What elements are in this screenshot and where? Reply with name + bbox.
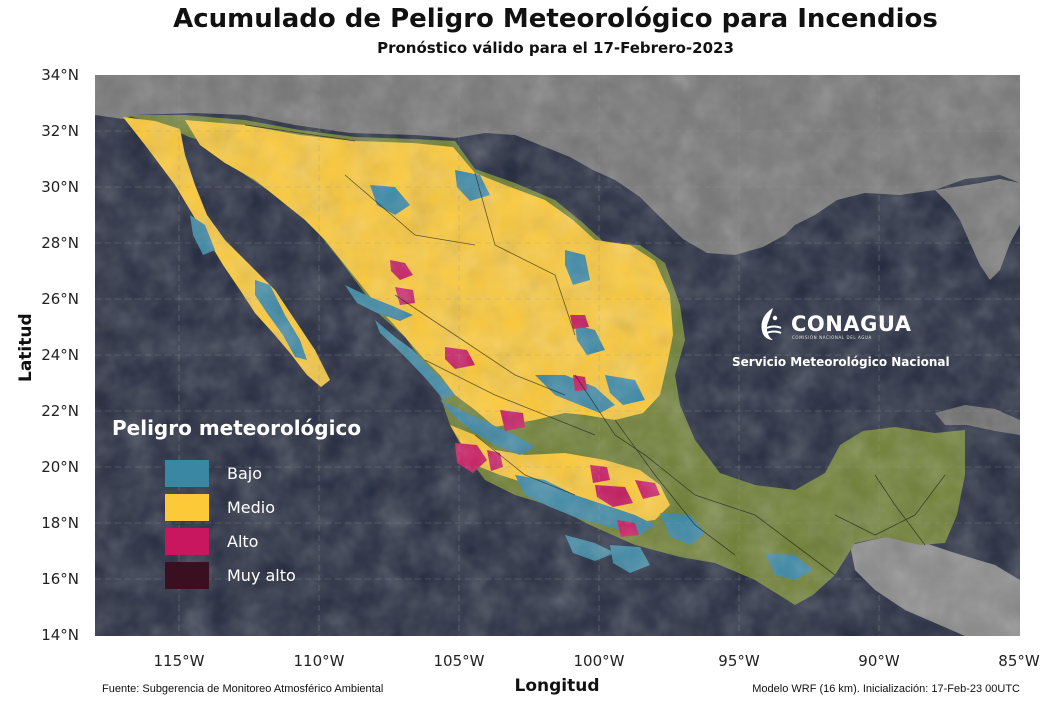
ytick-label: 28°N xyxy=(41,234,79,252)
ytick-label: 30°N xyxy=(41,178,79,196)
terrain-texture xyxy=(95,75,1020,636)
xtick-label: 85°W xyxy=(998,652,1040,670)
ytick-label: 34°N xyxy=(41,66,79,84)
ytick-label: 32°N xyxy=(41,122,79,140)
source-credit: Fuente: Subgerencia de Monitoreo Atmosfé… xyxy=(102,683,384,695)
legend-swatch xyxy=(165,493,209,521)
state-borders xyxy=(244,124,946,576)
legend-label: Alto xyxy=(227,531,259,551)
brand-tagline: COMISIÓN NACIONAL DEL AGUA xyxy=(792,335,872,340)
xtick-label: 115°W xyxy=(153,652,205,670)
ytick-label: 20°N xyxy=(41,458,79,476)
legend-item-alto: Alto xyxy=(165,524,361,558)
map-title: Acumulado de Peligro Meteorológico para … xyxy=(173,4,938,34)
y-axis-label: Latitud xyxy=(16,313,36,382)
legend-title: Peligro meteorológico xyxy=(112,416,362,440)
service-name: Servicio Meteorológico Nacional xyxy=(732,355,950,369)
model-info: Modelo WRF (16 km). Inicialización: 17-F… xyxy=(752,683,1020,695)
ytick-label: 22°N xyxy=(41,402,79,420)
legend-label: Bajo xyxy=(227,463,263,483)
conagua-logo-icon xyxy=(761,308,782,340)
map-svg xyxy=(95,75,1020,636)
xtick-label: 105°W xyxy=(433,652,485,670)
xtick-label: 110°W xyxy=(293,652,345,670)
graticule xyxy=(95,75,1020,636)
legend-item-bajo: Bajo xyxy=(165,456,361,490)
conagua-brand: CONAGUA xyxy=(755,306,912,342)
legend-swatch xyxy=(165,561,209,589)
legend-item-muy-alto: Muy alto xyxy=(165,558,361,592)
map-subtitle: Pronóstico válido para el 17-Febrero-202… xyxy=(377,39,734,57)
ytick-label: 26°N xyxy=(41,290,79,308)
map-canvas[interactable] xyxy=(95,75,1020,636)
brand-name: CONAGUA xyxy=(791,312,912,336)
legend-swatch xyxy=(165,459,209,487)
legend: Peligro meteorológico Bajo Medio Alto Mu… xyxy=(112,416,361,592)
xtick-label: 90°W xyxy=(858,652,900,670)
legend-item-medio: Medio xyxy=(165,490,361,524)
ytick-label: 16°N xyxy=(41,570,79,588)
xtick-label: 100°W xyxy=(573,652,625,670)
legend-label: Muy alto xyxy=(227,565,296,585)
ytick-label: 24°N xyxy=(41,346,79,364)
legend-label: Medio xyxy=(227,497,276,517)
legend-swatch xyxy=(165,527,209,555)
xtick-label: 95°W xyxy=(718,652,760,670)
ytick-label: 14°N xyxy=(41,626,79,644)
x-axis-label: Longitud xyxy=(514,676,600,696)
ytick-label: 18°N xyxy=(41,514,79,532)
